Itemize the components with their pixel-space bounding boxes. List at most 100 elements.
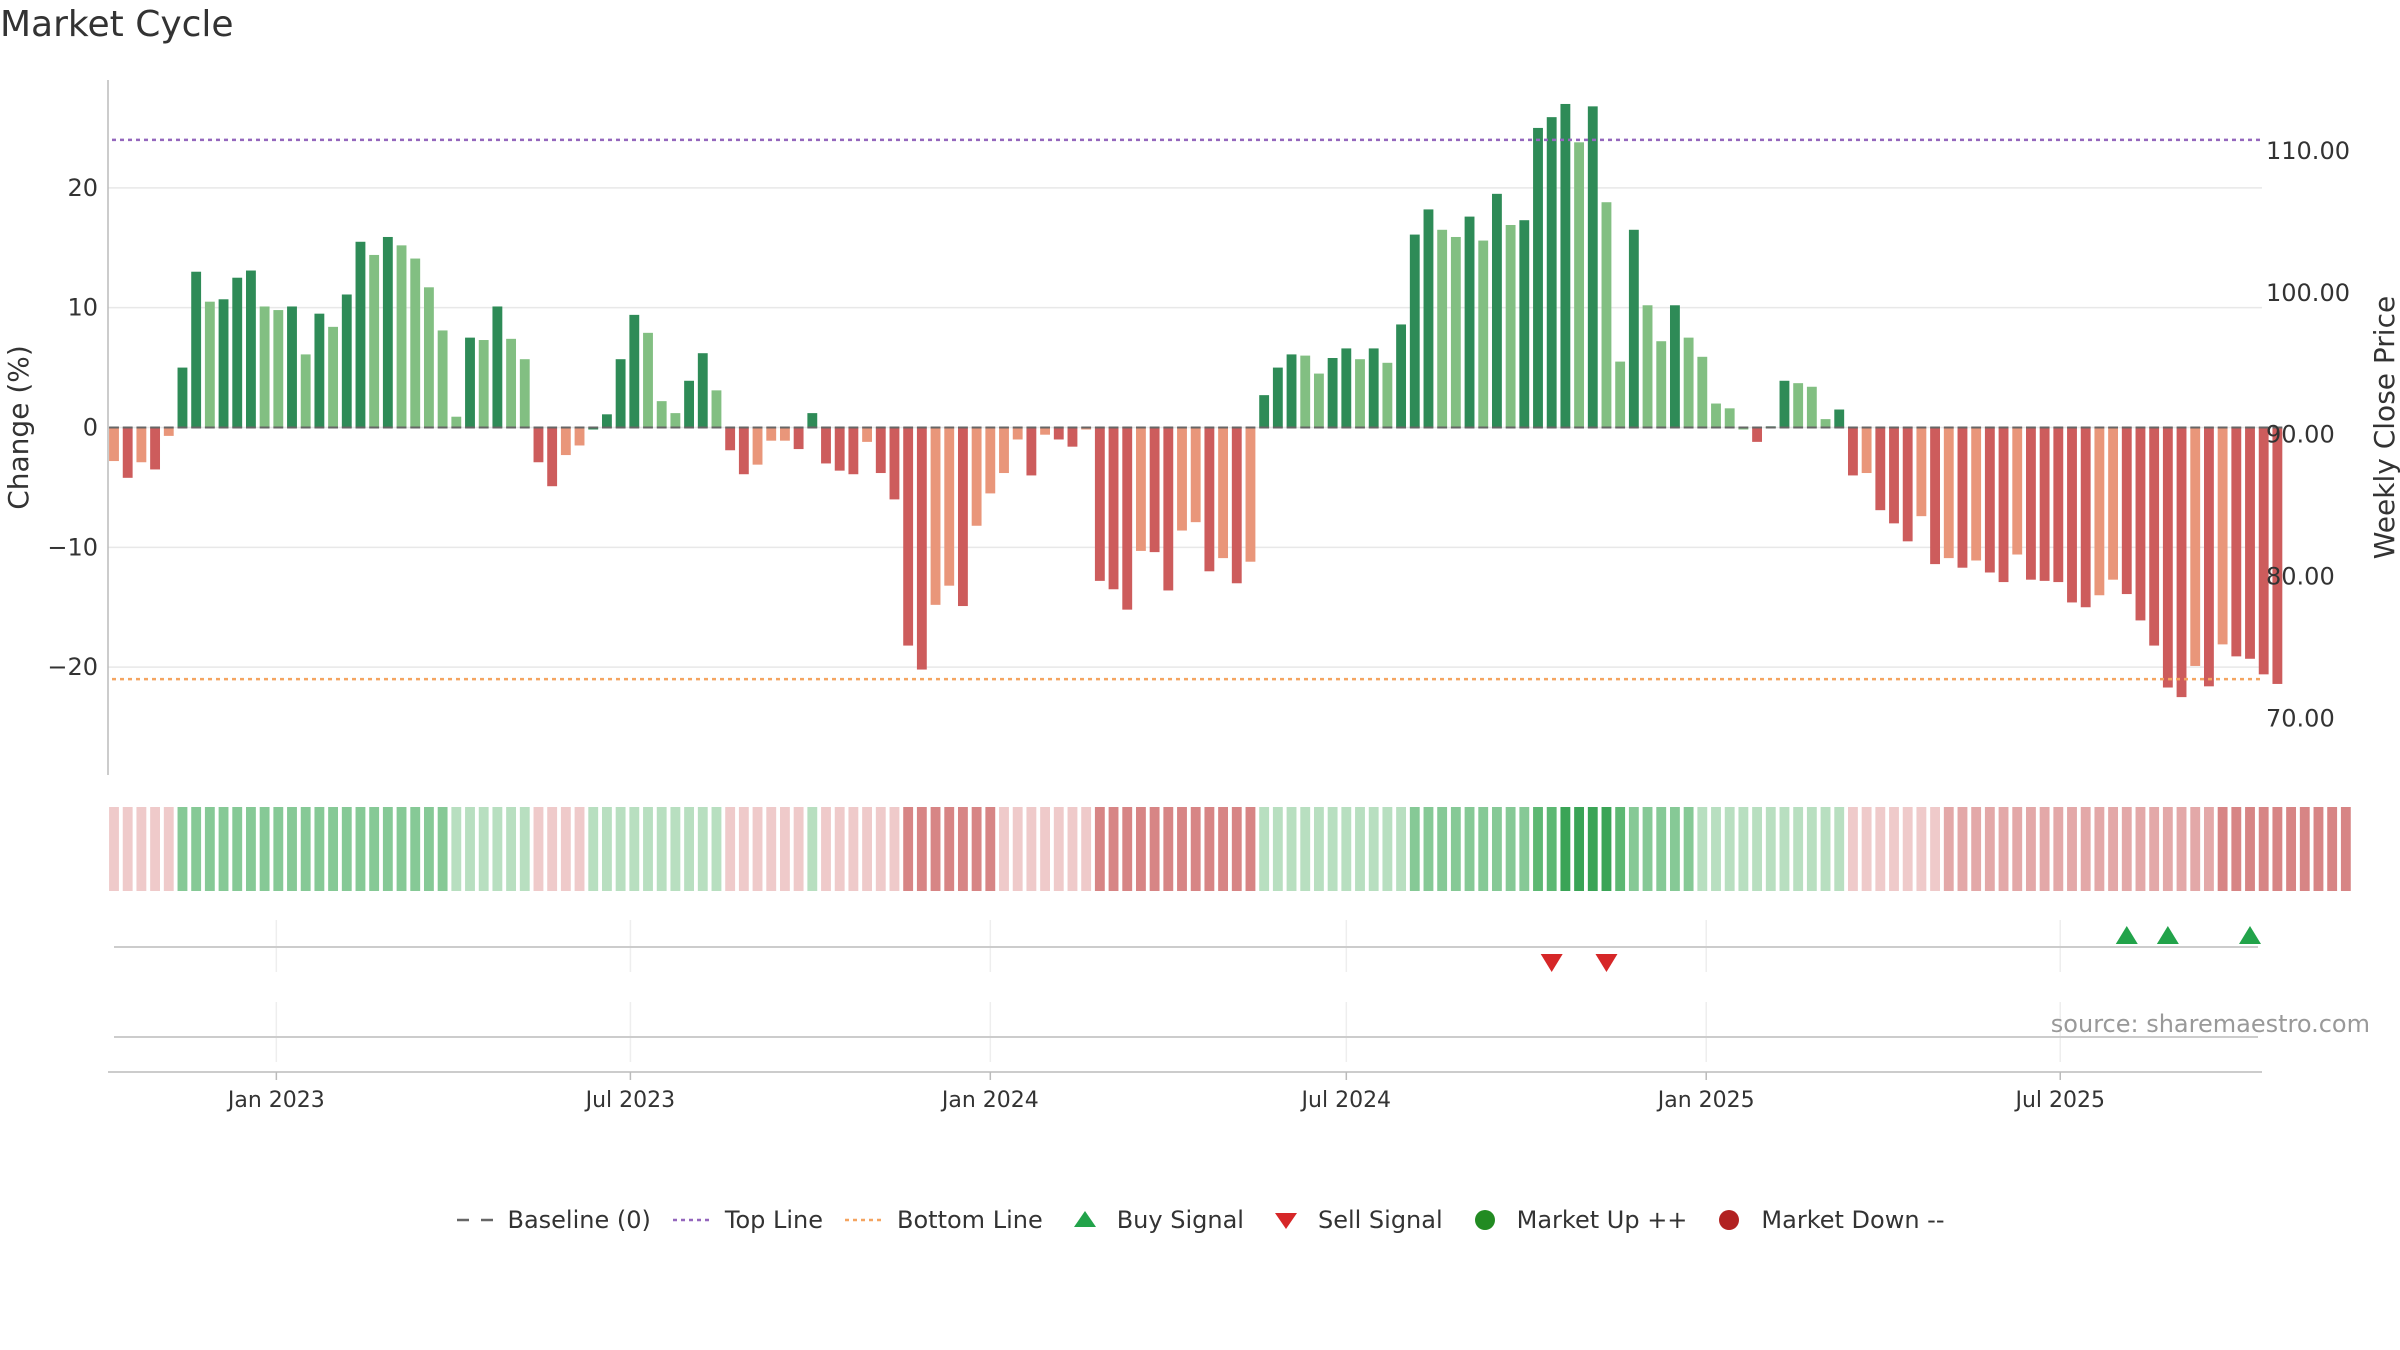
change-bar: [1464, 216, 1475, 428]
change-bar: [1026, 427, 1037, 476]
cycle-strip-cell: [1916, 807, 1927, 891]
cycle-strip-cell: [136, 807, 147, 891]
change-bar: [1313, 373, 1324, 428]
legend-label: Bottom Line: [897, 1206, 1043, 1234]
change-bar: [314, 313, 325, 428]
cycle-strip-cell: [1313, 807, 1324, 891]
cycle-strip-cell: [1464, 807, 1475, 891]
change-bar: [2258, 427, 2269, 675]
change-bar: [1396, 324, 1407, 428]
cycle-strip-cell: [2108, 807, 2119, 891]
change-bar: [1341, 348, 1352, 428]
sell-signal-marker: [1595, 954, 1618, 972]
change-bar: [1368, 348, 1379, 428]
change-bar: [2094, 427, 2105, 596]
cycle-strip-cell: [150, 807, 161, 891]
cycle-strip-cell: [245, 807, 256, 891]
cycle-strip-cell: [643, 807, 653, 891]
cycle-strip-cell: [2025, 807, 2036, 891]
cycle-strip-cell: [1423, 807, 1434, 891]
change-bar: [1793, 383, 1804, 428]
cycle-strip-cell: [300, 807, 311, 891]
change-bar: [1519, 220, 1530, 428]
x-tick-label: Jan 2024: [940, 1088, 1039, 1113]
cycle-strip-cell: [1259, 807, 1270, 891]
change-bar: [547, 427, 558, 487]
legend-symbol-circle: [1719, 1210, 1740, 1230]
change-bar: [2245, 427, 2255, 659]
legend-label: Top Line: [724, 1206, 824, 1234]
cycle-strip-cell: [1752, 807, 1763, 891]
change-bar: [163, 427, 174, 436]
change-bar: [697, 353, 708, 428]
cycle-strip-cell: [2012, 807, 2023, 891]
change-bar: [1300, 355, 1311, 428]
cycle-strip-cell: [1190, 807, 1201, 891]
cycle-strip-cell: [2162, 807, 2173, 891]
change-bar: [341, 294, 352, 428]
change-bar: [273, 310, 284, 428]
change-bar: [2121, 427, 2132, 595]
y-axis-label: Change (%): [2, 345, 35, 510]
cycle-strip-cell: [1601, 807, 1612, 891]
cycle-strip-cell: [2327, 807, 2338, 891]
legend-item: Market Up ++: [1465, 1206, 1687, 1234]
cycle-strip-cell: [1779, 807, 1790, 891]
change-bar: [1122, 427, 1133, 610]
y2-tick-label: 70.00: [2266, 704, 2335, 732]
cycle-strip-cell: [1286, 807, 1297, 891]
change-bar: [656, 401, 667, 428]
cycle-strip-cell: [711, 807, 722, 891]
cycle-strip-cell: [2203, 807, 2214, 891]
cycle-strip-cell: [779, 807, 790, 891]
change-bar: [752, 427, 763, 465]
change-bar: [2135, 427, 2146, 621]
change-bar: [1012, 427, 1023, 440]
change-bar: [382, 236, 393, 428]
cycle-strip-cell: [122, 807, 133, 891]
cycle-strip-cell: [999, 807, 1009, 891]
change-bar: [1450, 236, 1461, 428]
x-tick-label: Jan 2025: [1656, 1088, 1755, 1113]
legend-label: Market Down --: [1761, 1206, 1945, 1234]
change-bar: [2272, 427, 2283, 684]
cycle-strip-cell: [2067, 807, 2077, 891]
y-tick-label: −20: [47, 653, 98, 681]
sell-signal-marker: [1540, 954, 1563, 972]
y-tick-label: 0: [83, 414, 98, 442]
cycle-strip-cell: [1656, 807, 1667, 891]
change-bar: [1615, 361, 1626, 428]
cycle-strip-cell: [889, 807, 900, 891]
y-tick-label: 20: [67, 174, 98, 202]
change-bar: [985, 427, 996, 494]
change-bar: [875, 427, 886, 474]
change-bar: [1163, 427, 1174, 591]
cycle-strip-cell: [369, 807, 380, 891]
cycle-strip-cell: [1793, 807, 1804, 891]
change-bar: [1930, 427, 1941, 565]
change-bar: [1272, 367, 1283, 428]
change-bar: [245, 270, 256, 428]
legend-symbol-tri-down: [1274, 1213, 1297, 1229]
cycle-strip-cell: [2094, 807, 2105, 891]
cycle-strip-cell: [1094, 807, 1105, 891]
change-bar: [1683, 337, 1694, 428]
change-bar: [1752, 427, 1763, 442]
change-bar: [2067, 427, 2077, 603]
change-bar: [1505, 224, 1516, 428]
change-bar: [1697, 356, 1708, 428]
cycle-strip-cell: [1163, 807, 1174, 891]
change-bar: [150, 427, 161, 470]
x-tick-label: Jul 2025: [2013, 1088, 2105, 1113]
cycle-strip-cell: [1697, 807, 1708, 891]
cycle-strip-cell: [163, 807, 174, 891]
change-bar: [601, 414, 612, 428]
cycle-strip-cell: [944, 807, 955, 891]
change-bar: [1601, 202, 1612, 428]
cycle-strip-cell: [382, 807, 393, 891]
change-bar: [1423, 209, 1434, 428]
change-bar: [1656, 341, 1667, 428]
change-bar: [711, 390, 722, 428]
cycle-strip-cell: [1642, 807, 1653, 891]
cycle-strip-cell: [601, 807, 612, 891]
